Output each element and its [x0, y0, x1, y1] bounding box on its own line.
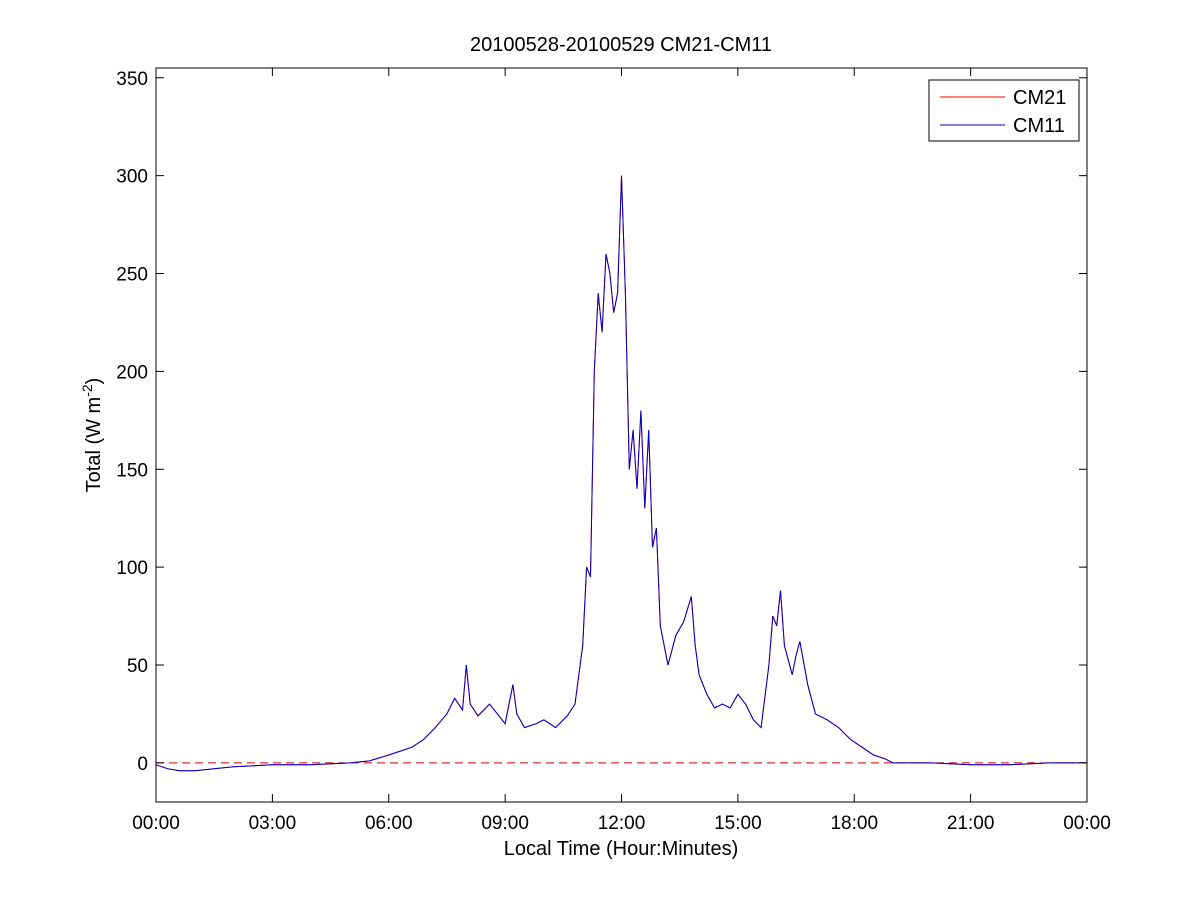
y-axis-label-prefix: Total (W m [83, 397, 105, 493]
x-tick-label: 21:00 [947, 813, 995, 834]
y-axis-label: Total (W m-2) [79, 378, 105, 493]
y-axis-label-superscript: -2 [79, 384, 95, 397]
y-tick-label: 350 [116, 69, 148, 90]
y-tick-label: 100 [116, 558, 148, 579]
x-tick-label: 12:00 [598, 813, 646, 834]
x-tick-label: 06:00 [365, 813, 413, 834]
y-tick-label: 300 [116, 167, 148, 188]
x-tick-label: 18:00 [830, 813, 878, 834]
y-tick-label: 250 [116, 265, 148, 286]
legend-label-cm21: CM21 [1013, 87, 1066, 109]
chart-title: 20100528-20100529 CM21-CM11 [470, 34, 772, 56]
x-axis-label: Local Time (Hour:Minutes) [504, 838, 739, 860]
legend-label-cm11: CM11 [1013, 115, 1065, 137]
axes [155, 67, 1088, 803]
y-tick-label: 50 [127, 656, 148, 677]
x-tick-label: 00:00 [132, 813, 180, 834]
legend-box [928, 79, 1080, 142]
y-tick-label: 0 [137, 754, 148, 775]
y-tick-label: 150 [116, 460, 148, 481]
x-tick-label: 03:00 [249, 813, 297, 834]
y-axis-label-suffix: ) [83, 378, 105, 385]
tick-labels: 00:00 03:00 06:00 09:00 12:00 15:00 18:00 21:00… [116, 69, 1110, 834]
legend: CM21 CM11 [928, 79, 1080, 142]
plot-area [155, 175, 1087, 772]
y-tick-label: 200 [116, 362, 148, 383]
series-line-cm11 [155, 175, 1087, 772]
x-tick-label: 09:00 [481, 813, 529, 834]
x-tick-label: 15:00 [714, 813, 762, 834]
x-tick-label: 00:00 [1063, 813, 1111, 834]
